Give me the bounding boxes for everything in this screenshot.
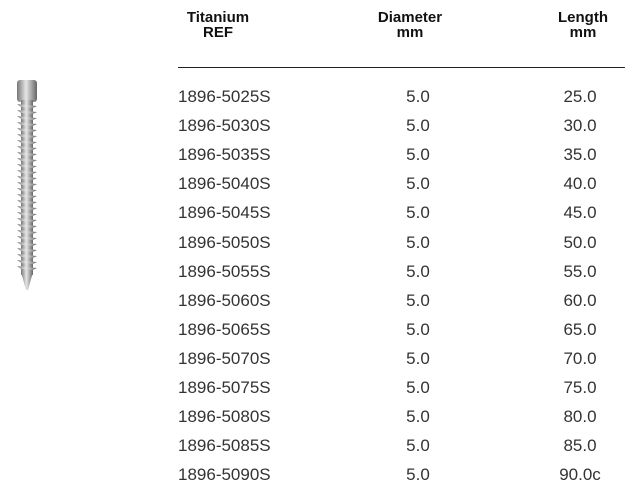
ref-cell: 1896-5050S <box>178 232 271 252</box>
header-text: mm <box>396 24 424 41</box>
header-text: mm <box>569 24 597 41</box>
length-cell: 35.0 <box>563 145 597 165</box>
diameter-cell: 5.0 <box>406 174 430 194</box>
diameter-cell: 5.0 <box>406 290 430 310</box>
diameter-cell: 5.0 <box>406 465 430 485</box>
diameter-cell: 5.0 <box>406 87 430 106</box>
length-cell: 45.0 <box>563 203 597 223</box>
diameter-cell: 5.0 <box>406 145 430 165</box>
ref-cell: 1896-5045S <box>178 203 271 223</box>
length-cell: 50.0 <box>563 232 597 252</box>
header-text: Diameter <box>377 9 443 26</box>
ref-cell: 1896-5090S <box>178 465 271 485</box>
length-cell: 65.0 <box>563 319 597 339</box>
column-header: Length mm <box>523 10 630 40</box>
header-text: Length <box>558 9 608 26</box>
length-cell: 70.0 <box>563 348 597 368</box>
length-cell: 75.0 <box>563 378 597 397</box>
length-cell: 30.0 <box>563 116 597 136</box>
length-cell: 90.0c <box>559 465 601 485</box>
length-cell: 85.0 <box>563 436 597 456</box>
diameter-cell: 5.0 <box>406 319 430 339</box>
diameter-cell: 5.0 <box>406 378 430 397</box>
ref-cell: 1896-5025S <box>178 87 271 106</box>
diameter-cell: 5.0 <box>406 436 430 456</box>
header-text: REF <box>203 24 233 41</box>
diameter-cell: 5.0 <box>406 348 430 368</box>
screw-image <box>17 80 37 290</box>
diameter-cell: 5.0 <box>406 116 430 136</box>
header-text: Titanium <box>186 9 250 26</box>
length-cell: 40.0 <box>563 174 597 194</box>
column-header: Diameter mm <box>350 10 470 40</box>
diameter-cell: 5.0 <box>406 407 430 427</box>
header-rule <box>178 67 625 68</box>
length-cell: 25.0 <box>563 87 597 106</box>
length-cell: 55.0 <box>563 261 597 281</box>
ref-cell: 1896-5040S <box>178 174 271 194</box>
ref-cell: 1896-5070S <box>178 348 271 368</box>
ref-cell: 1896-5085S <box>178 436 271 456</box>
diameter-cell: 5.0 <box>406 261 430 281</box>
ref-cell: 1896-5080S <box>178 407 271 427</box>
ref-cell: 1896-5065S <box>178 319 271 339</box>
ref-cell: 1896-5075S <box>178 378 271 397</box>
ref-cell: 1896-5035S <box>178 145 271 165</box>
length-cell: 80.0 <box>563 407 597 427</box>
ref-cell: 1896-5055S <box>178 261 271 281</box>
column-header: Titanium REF <box>158 10 278 40</box>
ref-cell: 1896-5060S <box>178 290 271 310</box>
length-cell: 60.0 <box>563 290 597 310</box>
diameter-cell: 5.0 <box>406 203 430 223</box>
ref-cell: 1896-5030S <box>178 116 271 136</box>
diameter-cell: 5.0 <box>406 232 430 252</box>
